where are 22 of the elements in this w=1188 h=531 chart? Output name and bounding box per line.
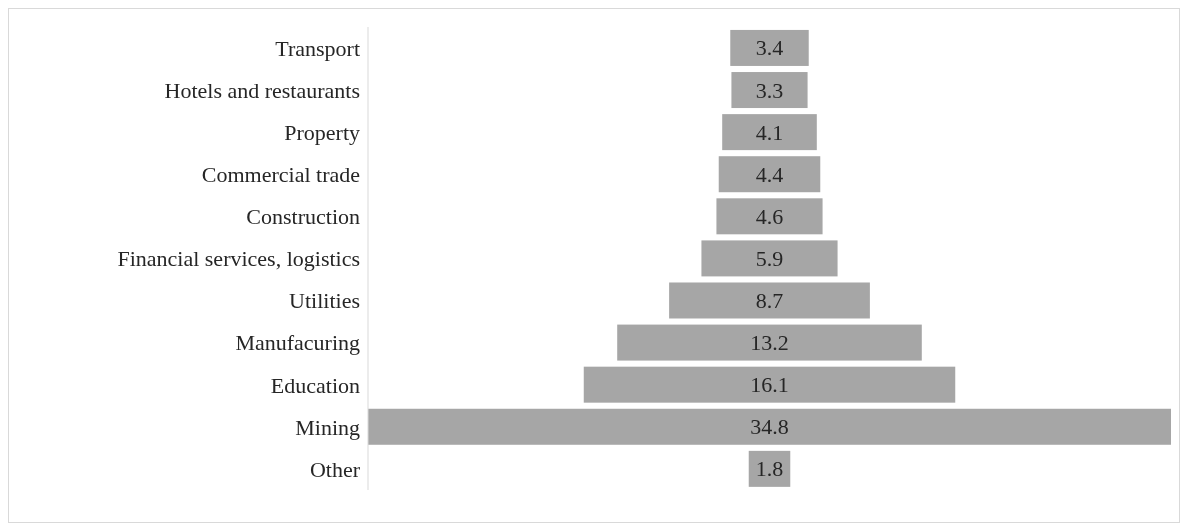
- category-label: Education: [270, 372, 360, 398]
- category-label: Commercial trade: [201, 162, 360, 188]
- data-label: 3.4: [755, 35, 784, 61]
- category-label: Hotels and restaurants: [164, 77, 360, 103]
- data-label: 8.7: [755, 287, 784, 313]
- data-label: 13.2: [750, 330, 789, 356]
- category-label: Property: [284, 120, 360, 146]
- data-label: 16.1: [750, 372, 789, 398]
- data-label: 4.4: [755, 161, 784, 187]
- category-label: Utilities: [289, 288, 360, 314]
- data-label: 34.8: [750, 414, 789, 440]
- category-label: Mining: [295, 414, 360, 440]
- data-label: 4.1: [755, 119, 784, 145]
- data-label: 3.3: [755, 77, 784, 103]
- data-label: 4.6: [755, 203, 784, 229]
- category-label: Transport: [275, 35, 360, 61]
- category-label: Construction: [246, 204, 360, 230]
- data-label: 1.8: [755, 456, 784, 482]
- category-label: Manufacuring: [235, 330, 360, 356]
- category-label: Financial services, logistics: [117, 246, 360, 272]
- category-label: Other: [309, 456, 361, 482]
- data-label: 5.9: [755, 245, 784, 271]
